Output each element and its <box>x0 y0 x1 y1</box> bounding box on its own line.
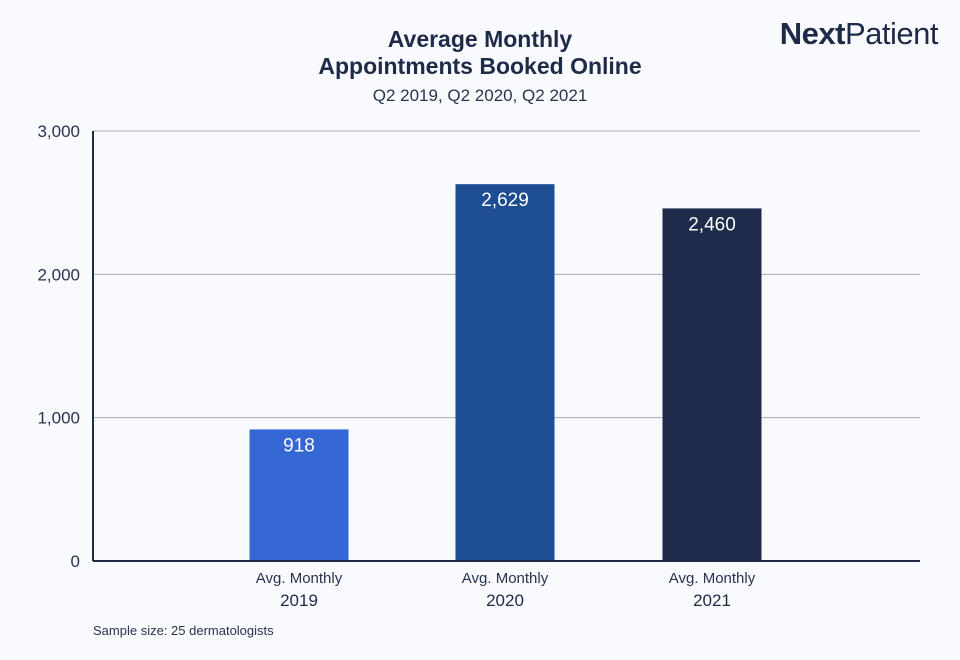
x-label-year: 2019 <box>280 591 318 610</box>
brand-logo: NextPatient <box>779 16 939 52</box>
chart-title-line2: Appointments Booked Online <box>318 53 642 79</box>
x-label-line1: Avg. Monthly <box>462 570 549 587</box>
x-label-year: 2020 <box>486 591 524 610</box>
data-label: 2,460 <box>688 214 736 235</box>
chart-subtitle: Q2 2019, Q2 2020, Q2 2021 <box>372 86 588 105</box>
y-tick-label: 2,000 <box>37 265 80 284</box>
bar-2021 <box>662 208 762 561</box>
y-tick-label: 0 <box>71 552 80 571</box>
bar-2019 <box>249 429 349 561</box>
x-label-year: 2021 <box>693 591 731 610</box>
x-label-line1: Avg. Monthly <box>669 570 756 587</box>
x-axis-labels: Avg. Monthly 2019 Avg. Monthly 2020 Avg. Mon… <box>256 570 756 610</box>
logo-part-next: Next <box>779 16 846 51</box>
y-axis-ticks: 0 1,000 2,000 3,000 <box>37 122 80 571</box>
x-label-line1: Avg. Monthly <box>256 570 343 587</box>
bars: 918 2,629 2,460 <box>249 184 762 561</box>
bar-2020 <box>455 184 555 561</box>
sample-size-note: Sample size: 25 dermatologists <box>93 623 274 638</box>
data-label: 918 <box>283 435 315 456</box>
y-tick-label: 1,000 <box>37 409 80 428</box>
data-label: 2,629 <box>481 190 529 211</box>
logo-part-patient: Patient <box>844 16 939 51</box>
y-tick-label: 3,000 <box>37 122 80 141</box>
chart-title-line1: Average Monthly <box>387 26 573 52</box>
